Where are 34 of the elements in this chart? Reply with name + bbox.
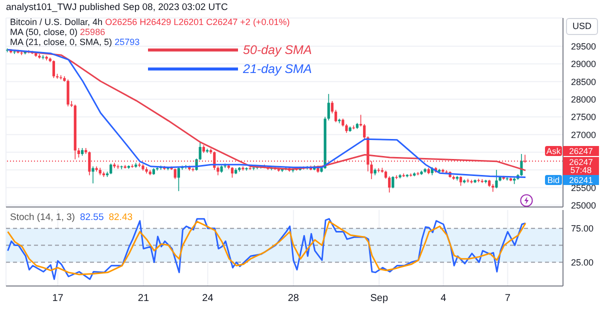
x-tick-label: 17	[52, 293, 64, 304]
y-tick-label: 75.00	[571, 224, 594, 234]
y-tick-label: 25.00	[571, 257, 594, 268]
x-tick-label: 21	[138, 293, 150, 304]
y-tick-label: 27500	[571, 112, 596, 122]
text: 50-day SMA	[243, 42, 312, 56]
y-tick-label: 25000	[571, 200, 596, 210]
chart-title: Bitcoin / U.S. Dollar, 4h	[10, 17, 103, 27]
text: 26247	[563, 146, 599, 156]
annotation: MA (50, close, 0) 25986	[10, 27, 106, 37]
y-tick-label: 29500	[571, 41, 596, 52]
y-tick-label: 27000	[571, 130, 596, 140]
text: 57:48	[570, 165, 592, 176]
annotation: MA (21, close, 0, SMA, 5) 25793	[10, 37, 140, 47]
y-axis-title: USD	[566, 18, 598, 35]
x-tick-label: Sep	[370, 293, 388, 304]
y-tick-label: 25500	[571, 182, 596, 193]
y-tick-label: 28000	[571, 94, 596, 104]
ref-line-label: 26247	[568, 156, 594, 167]
y-tick-label: 28500	[571, 76, 596, 87]
annotation: 82.43	[108, 212, 133, 223]
text: analyst101_TWJ published Sep 08, 2023 03:02 UTC	[6, 2, 228, 13]
annotation: 82.55	[80, 212, 104, 223]
annotation: Stoch (14, 1, 3)	[10, 212, 75, 223]
x-tick-label: 4	[440, 293, 447, 304]
annotation: Bid	[545, 175, 562, 186]
text: 21-day SMA	[243, 62, 312, 76]
annotation: Ask	[545, 146, 562, 156]
chart-subtitle: O26256 H26429 L26201 C26247 +2 (+0.01%)	[105, 17, 290, 27]
text: 26241	[563, 175, 599, 186]
x-tick-label: 28	[288, 293, 300, 304]
x-tick-label: 24	[202, 293, 214, 304]
x-tick-label: 7	[504, 293, 511, 304]
y-tick-label: 29000	[571, 59, 596, 70]
